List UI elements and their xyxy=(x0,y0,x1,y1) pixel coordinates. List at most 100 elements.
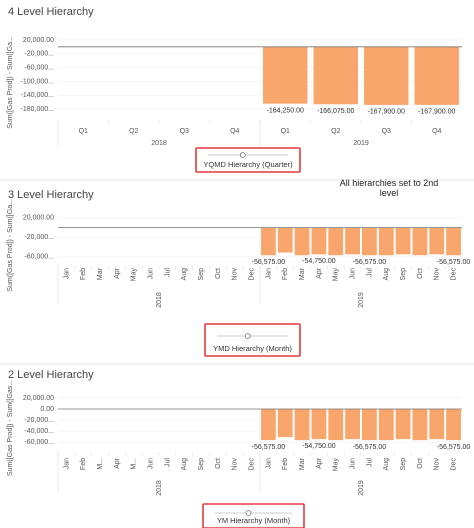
x-tick-label: Q1 xyxy=(281,128,290,135)
bar xyxy=(328,409,344,441)
x-tick-label: Jun xyxy=(349,458,356,469)
bar xyxy=(263,46,308,104)
x-tick-label: Jun xyxy=(349,268,356,279)
x-tick-label: Feb xyxy=(80,458,87,470)
x-tick-label: Mar xyxy=(97,267,104,280)
bar xyxy=(261,227,276,256)
x-tick-label: Sep xyxy=(400,268,407,281)
x-tick-label: Dec xyxy=(450,268,457,281)
x-tick-label: Apr xyxy=(114,267,121,279)
bar xyxy=(429,227,445,255)
bar xyxy=(395,409,411,440)
value-label: -54,750.00 xyxy=(302,443,336,450)
x-tick-label: Jul xyxy=(366,268,373,277)
x-tick-label: Oct xyxy=(215,268,222,279)
y-tick-label: 0.00 xyxy=(40,406,54,413)
x-tick-label: Jun xyxy=(147,458,154,469)
slider-label: YQMD Hierarchy (Quarter) xyxy=(203,160,293,169)
bar xyxy=(378,409,394,441)
bar xyxy=(345,409,360,440)
slider-label: YM Hierarchy (Month) xyxy=(217,516,291,525)
chart-title: 2 Level Hierarchy xyxy=(8,369,94,381)
x-tick-label: Jan xyxy=(63,268,70,279)
bar xyxy=(412,227,428,256)
y-tick-label: -40,000... xyxy=(24,428,54,435)
x-tick-label: Apr xyxy=(114,457,121,469)
x-tick-label: Q4 xyxy=(230,128,239,135)
x-tick-label: Sep xyxy=(400,458,407,471)
x-tick-label: Dec xyxy=(248,458,255,471)
slider-highlight xyxy=(204,323,301,357)
y-tick-label: -140,000... xyxy=(21,92,55,99)
x-tick-label: Feb xyxy=(282,268,289,280)
bar xyxy=(294,409,310,441)
value-label: -56,575.00 xyxy=(437,444,471,451)
x-tick-label: Mar xyxy=(299,267,306,280)
bar xyxy=(311,409,327,440)
bar xyxy=(446,227,461,256)
x-tick-label: Nov xyxy=(434,458,441,471)
slider-handle xyxy=(244,333,251,339)
x-tick-label: Q4 xyxy=(432,128,441,135)
bar xyxy=(362,409,377,441)
bar xyxy=(429,409,445,440)
x-tick-label: Jun xyxy=(147,268,154,279)
value-label: -56,575.00 xyxy=(437,259,471,266)
group-label: 2019 xyxy=(353,140,369,147)
x-tick-label: Jan xyxy=(265,458,272,469)
y-tick-label: -20,000... xyxy=(24,234,54,241)
x-tick-label: Oct xyxy=(417,268,424,279)
x-tick-label: Jul xyxy=(164,458,171,467)
bar xyxy=(362,227,377,256)
x-tick-label: Jan xyxy=(63,458,70,469)
bar xyxy=(277,227,293,253)
slider-highlight xyxy=(195,147,301,173)
value-label: -56,575.00 xyxy=(252,444,286,451)
bar xyxy=(414,46,459,105)
x-tick-label: Mar xyxy=(299,457,306,470)
x-tick-label: Oct xyxy=(417,458,424,469)
group-label: 2018 xyxy=(156,480,163,496)
x-tick-label: Jul xyxy=(366,458,373,467)
x-tick-label: Q2 xyxy=(331,128,340,135)
bar xyxy=(412,409,428,441)
bar xyxy=(294,227,310,256)
bar xyxy=(313,46,358,105)
bar xyxy=(261,409,276,441)
value-label: -167,900.00 xyxy=(418,109,455,116)
x-tick-label: Q3 xyxy=(180,128,189,135)
x-tick-label: Feb xyxy=(80,268,87,280)
x-tick-label: Apr xyxy=(316,457,323,469)
bar xyxy=(446,409,461,441)
x-tick-label: M... xyxy=(97,458,104,470)
y-tick-label: -60,000... xyxy=(24,254,54,261)
x-tick-label: May xyxy=(131,268,138,282)
x-tick-label: Nov xyxy=(232,458,239,471)
annotation: All hierarchies set to 2nd level xyxy=(339,178,439,198)
value-label: -167,900.00 xyxy=(368,109,405,116)
y-tick-label: 20,000.00 xyxy=(23,37,54,44)
x-tick-label: Aug xyxy=(383,458,390,471)
value-label: -56,575.00 xyxy=(353,259,387,266)
slider-handle xyxy=(239,152,246,158)
x-tick-label: Aug xyxy=(181,458,188,471)
chart-title: 3 Level Hierarchy xyxy=(8,189,94,201)
y-tick-label: 20,000.00 xyxy=(23,395,54,402)
x-tick-label: Q2 xyxy=(129,128,138,135)
y-axis-label: Sum([Gas Prod]) - Sum([Ga... xyxy=(7,36,14,129)
x-tick-label: Nov xyxy=(232,268,239,281)
y-tick-label: -60,000... xyxy=(24,439,54,446)
y-tick-label: -100,000... xyxy=(21,78,55,85)
x-tick-label: Q3 xyxy=(382,128,391,135)
bar xyxy=(277,409,293,438)
x-tick-label: Sep xyxy=(198,458,205,471)
x-tick-label: Sep xyxy=(198,268,205,281)
x-tick-label: M... xyxy=(131,458,138,470)
y-tick-label: -20,000... xyxy=(24,51,54,58)
x-tick-label: Nov xyxy=(434,268,441,281)
group-label: 2018 xyxy=(156,292,163,308)
x-tick-label: May xyxy=(333,458,340,472)
value-label: -54,750.00 xyxy=(302,258,336,265)
group-label: 2019 xyxy=(358,480,365,496)
x-tick-label: Oct xyxy=(215,458,222,469)
